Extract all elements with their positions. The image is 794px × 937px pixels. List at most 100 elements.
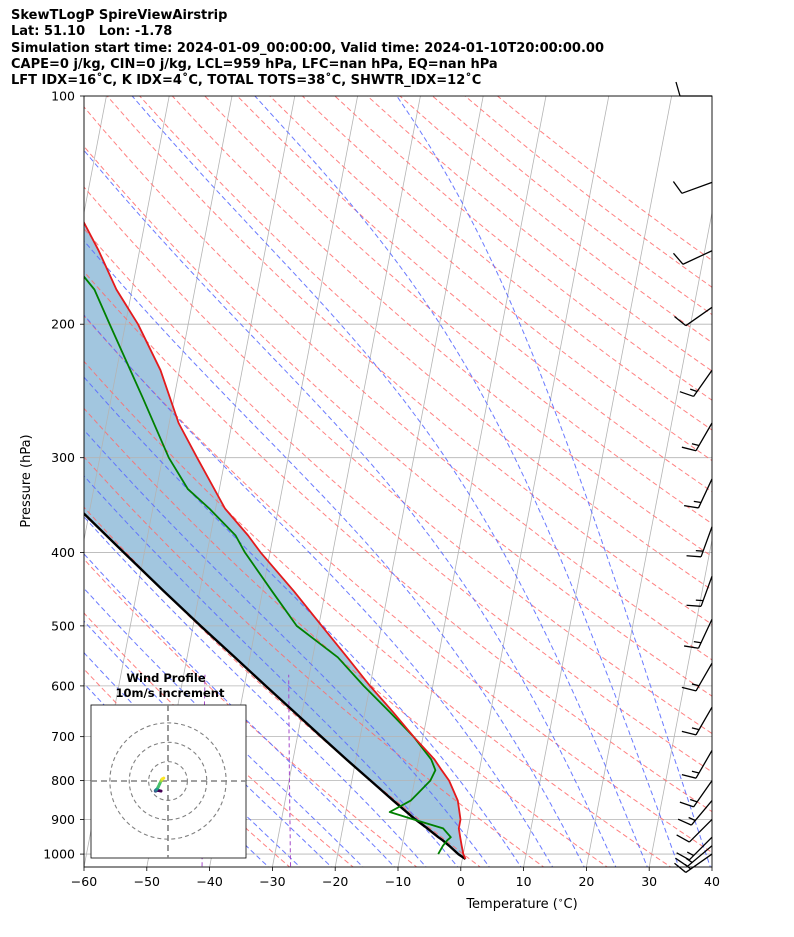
dry-adiabat [171, 96, 712, 558]
wind-barb [686, 526, 713, 558]
moist-adiabat [84, 652, 301, 867]
y-tick-label: 200 [51, 317, 75, 332]
chart-header: SkewTLogP SpireViewAirstrip Lat: 51.10 L… [11, 8, 604, 89]
wind-barb-staff [685, 306, 713, 327]
wind-barb-flag [681, 730, 697, 736]
isotherm-line [334, 96, 484, 867]
wind-barb-flag [686, 604, 702, 607]
wind-barb-half-flag [691, 770, 700, 774]
dry-adiabat [464, 96, 712, 288]
moist-adiabat [84, 429, 490, 867]
wind-barb-staff [695, 422, 713, 452]
wind-barb [672, 250, 713, 265]
y-tick-label: 300 [51, 450, 75, 465]
wind-barb [686, 576, 713, 607]
isotherm-line [460, 96, 610, 867]
parcel-profile-line [84, 511, 467, 860]
isotherm-line [711, 864, 712, 867]
wind-barb-flag [683, 505, 699, 509]
y-tick-label: 500 [51, 618, 75, 633]
hodograph-segment [160, 776, 166, 781]
isotherm-line [271, 96, 421, 867]
wind-barb-half-flag [693, 641, 702, 644]
wind-barb-staff [693, 369, 713, 397]
wind-barb-staff [700, 576, 713, 607]
wind-barb [674, 853, 713, 873]
wind-barb-half-flag [686, 851, 694, 857]
wind-barb-half-flag [689, 798, 698, 803]
wind-barb [679, 369, 713, 398]
wind-barb-flag [686, 555, 702, 558]
x-tick-label: −20 [322, 874, 348, 889]
wind-barb-flag [683, 645, 699, 649]
wind-barb-half-flag [693, 500, 702, 504]
wind-barb-half-flag [691, 727, 700, 731]
dry-adiabat [431, 96, 712, 316]
dry-adiabat [84, 228, 712, 773]
y-tick-label: 900 [51, 812, 75, 827]
wind-barb-flag [681, 686, 697, 692]
moist-adiabat [84, 553, 396, 867]
wind-barb-staff [688, 818, 713, 843]
y-tick-label: 100 [51, 89, 75, 104]
x-tick-label: −10 [385, 874, 411, 889]
wind-barb-flag [677, 818, 692, 826]
indices-line-2: LFT IDX=16˚C, K IDX=4˚C, TOTAL TOTS=38˚C… [11, 73, 482, 89]
chart-title: SkewTLogP SpireViewAirstrip [11, 8, 228, 23]
moist-adiabat [84, 314, 554, 867]
wind-barb-half-flag [691, 683, 700, 687]
indices-line-1: CAPE=0 j/kg, CIN=0 j/kg, LCL=959 hPa, LF… [11, 56, 498, 72]
wind-barb-flag [672, 252, 684, 265]
x-tick-label: 30 [641, 874, 657, 889]
wind-barb [676, 818, 713, 843]
moist-adiabat [84, 149, 617, 867]
time-line: Simulation start time: 2024-01-09_00:00:… [11, 40, 604, 56]
dry-adiabat [84, 612, 354, 867]
wind-barb-flag [676, 834, 690, 843]
dry-adiabat [269, 96, 712, 462]
wind-barb-flag [674, 862, 687, 873]
hodograph-inset: Wind Profile 10m/s increment [90, 671, 247, 859]
dry-adiabat [334, 96, 712, 401]
isotherm-line [585, 210, 712, 867]
dry-adiabat [84, 315, 712, 854]
moist-adiabat [254, 96, 680, 867]
wind-barb-half-flag [691, 443, 700, 447]
x-tick-label: −30 [259, 874, 285, 889]
wind-barb-flag [681, 446, 697, 452]
dry-adiabat [84, 186, 712, 735]
wind-barb-half-flag [684, 863, 692, 870]
mixing-ratio-line [288, 674, 292, 867]
wind-barb-staff [681, 181, 713, 194]
wind-barb-flag [675, 81, 681, 97]
wind-barb [681, 662, 713, 692]
hodograph-subtitle: 10m/s increment [116, 686, 225, 700]
wind-barb [672, 181, 713, 194]
wind-barb [683, 618, 713, 649]
wind-barb-staff [697, 618, 713, 649]
isotherm-line [648, 537, 712, 867]
isotherm-line [523, 96, 673, 867]
wind-barb-staff [695, 706, 713, 736]
x-tick-label: 40 [704, 874, 720, 889]
wind-barb-staff [682, 250, 713, 265]
dry-adiabat [84, 456, 545, 867]
wind-barb-half-flag [689, 388, 698, 393]
x-tick-label: 20 [578, 874, 594, 889]
isotherm-line [397, 96, 547, 867]
hodograph-title: Wind Profile [126, 671, 206, 685]
cape-shading [84, 222, 466, 859]
y-tick-label: 600 [51, 678, 75, 693]
moist-adiabat [396, 96, 711, 867]
isotherm-line [84, 96, 170, 542]
dewpoint-line [84, 275, 452, 855]
wind-barb-half-flag [695, 599, 704, 602]
wind-barb-half-flag [688, 816, 696, 822]
dry-adiabat [84, 407, 608, 867]
moist-adiabat [84, 516, 427, 867]
temperature-line [84, 220, 467, 860]
x-axis-label: Temperature (∘C) [465, 896, 577, 912]
wind-barb-flag [679, 391, 694, 398]
dry-adiabat [84, 270, 712, 813]
wind-barb-flag [672, 181, 683, 194]
